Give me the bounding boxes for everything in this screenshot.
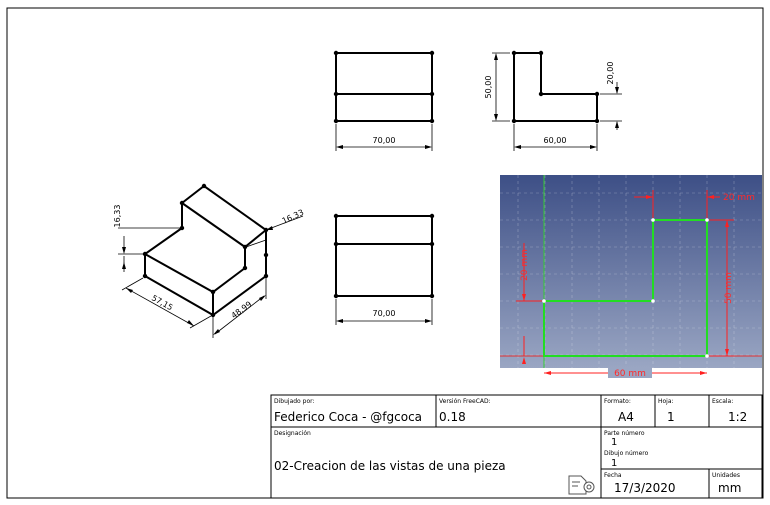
drawn-by-label: Dibujado por: [274, 398, 315, 405]
sketch-dim-bottom: 60 mm [614, 369, 646, 379]
isometric-view[interactable] [142, 183, 269, 318]
side-view-height-dim: 50,00 [484, 76, 493, 99]
freecad-version-value: 0.18 [439, 410, 466, 424]
sketch-dim-left: 20 mm [520, 249, 530, 281]
units-value: mm [718, 481, 741, 495]
date-label: Fecha [604, 472, 622, 479]
side-view-width-dim: 60,00 [544, 136, 567, 145]
sketch-inset-image: 20 mm 20 mm 50 mm 60 mm [500, 175, 762, 379]
format-value: A4 [618, 410, 634, 424]
drawing-number-label: Dibujo número [604, 450, 649, 457]
iso-dim-left-base: 57,15 [150, 293, 174, 312]
drawing-number-value: 1 [611, 458, 617, 469]
date-value: 17/3/2020 [614, 481, 676, 495]
front-view-width-dim: 70,00 [373, 136, 396, 145]
title-block [270, 394, 763, 499]
iso-dim-right-base: 48,99 [230, 300, 254, 321]
side-view-step-dim: 20,00 [606, 62, 615, 85]
sketch-dim-right: 50 mm [724, 272, 734, 304]
top-view-width-dim: 70,00 [373, 309, 396, 318]
front-view[interactable] [333, 50, 435, 151]
drawn-by-value: Federico Coca - @fgcoca [274, 410, 422, 424]
designation-label: Designación [274, 430, 311, 437]
format-label: Formato: [604, 398, 631, 405]
sheet-value: 1 [667, 410, 675, 424]
freecad-version-label: Versión FreeCAD: [439, 398, 491, 405]
iso-dim-right-height: 16,33 [281, 208, 306, 226]
iso-dim-left-height: 16,33 [113, 205, 122, 228]
part-number-value: 1 [611, 437, 617, 448]
top-view[interactable] [333, 213, 435, 325]
sketch-dim-top: 20 mm [723, 193, 755, 203]
part-number-label: Parte número [604, 430, 645, 437]
freecad-gear-icon [568, 475, 595, 495]
scale-label: Escala: [712, 398, 733, 405]
units-label: Unidades [712, 472, 740, 479]
designation-value: 02-Creacion de las vistas de una pieza [274, 459, 506, 473]
side-view[interactable] [492, 50, 622, 151]
isometric-dimensions [118, 215, 304, 338]
scale-value: 1:2 [728, 410, 747, 424]
sheet-label: Hoja: [658, 398, 674, 405]
